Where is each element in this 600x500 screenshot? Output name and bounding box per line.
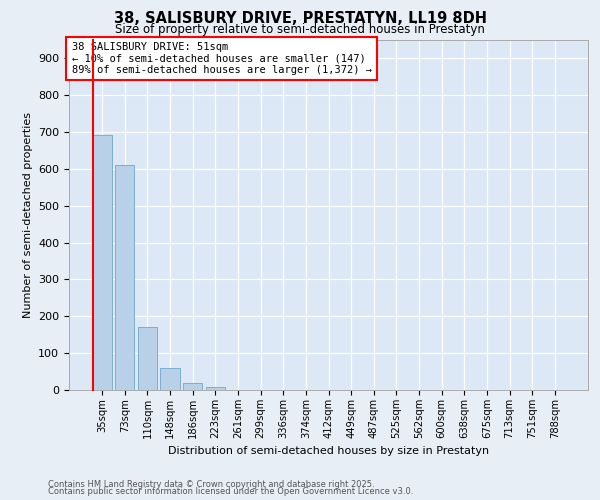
X-axis label: Distribution of semi-detached houses by size in Prestatyn: Distribution of semi-detached houses by …	[168, 446, 489, 456]
Bar	[160, 368, 180, 390]
Bar	[138, 328, 157, 390]
Bar	[183, 382, 202, 390]
Bar	[206, 387, 225, 390]
Text: 38, SALISBURY DRIVE, PRESTATYN, LL19 8DH: 38, SALISBURY DRIVE, PRESTATYN, LL19 8DH	[113, 11, 487, 26]
Bar	[115, 166, 134, 390]
Y-axis label: Number of semi-detached properties: Number of semi-detached properties	[23, 112, 32, 318]
Text: Contains HM Land Registry data © Crown copyright and database right 2025.: Contains HM Land Registry data © Crown c…	[48, 480, 374, 489]
Bar	[92, 134, 112, 390]
Text: 38 SALISBURY DRIVE: 51sqm
← 10% of semi-detached houses are smaller (147)
89% of: 38 SALISBURY DRIVE: 51sqm ← 10% of semi-…	[71, 42, 371, 75]
Text: Size of property relative to semi-detached houses in Prestatyn: Size of property relative to semi-detach…	[115, 22, 485, 36]
Text: Contains public sector information licensed under the Open Government Licence v3: Contains public sector information licen…	[48, 488, 413, 496]
